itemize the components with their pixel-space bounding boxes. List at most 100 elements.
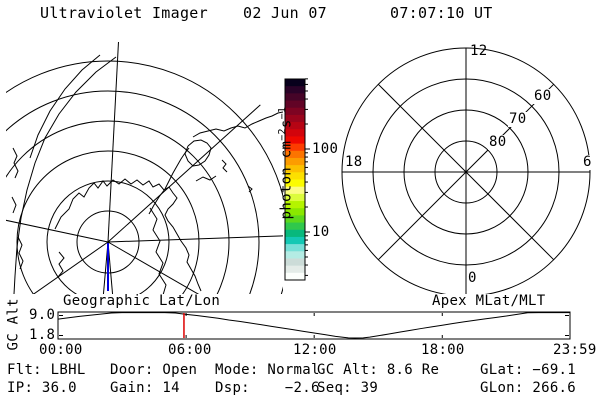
apex-mlt-12: 12: [470, 43, 488, 59]
colorbar-segment: [285, 229, 305, 238]
footer-dsp: Dsp: −2.6: [215, 380, 320, 396]
meridian-line: [107, 104, 261, 243]
geo-map: [6, 42, 283, 294]
coastline: [192, 111, 283, 138]
geo-panel-label: Geographic Lat/Lon: [62, 293, 222, 309]
xtick-0000: 00:00: [39, 342, 83, 358]
coastline: [54, 178, 202, 292]
mlt-spoke: [465, 171, 555, 261]
colorbar: [284, 78, 310, 281]
apex-ring-60: 60: [533, 88, 553, 104]
apex-panel-label: Apex MLat/MLT: [431, 293, 547, 309]
limb-arc: [29, 54, 101, 159]
apex-mlt-18: 18: [344, 154, 364, 170]
colorbar-segment: [285, 157, 305, 166]
lat-circle: [6, 60, 283, 294]
colorbar-segment: [285, 129, 305, 137]
meridian-line: [32, 241, 109, 294]
colorbar-segment: [285, 258, 305, 267]
meridian-line: [102, 241, 109, 294]
colorbar-segment: [285, 201, 305, 209]
coastline: [184, 139, 212, 167]
colorbar-border: [284, 78, 306, 281]
gcalt-ytick-1-8: 1.8: [29, 327, 56, 343]
mlt-spoke: [377, 83, 467, 173]
footer-ip: IP: 36.0: [7, 380, 77, 396]
coastline: [17, 236, 24, 270]
limb-arc: [13, 56, 117, 294]
colorbar-axis-label: photon cm−2s−1: [265, 101, 295, 261]
colorbar-segment: [285, 143, 305, 152]
colorbar-label-exp1: −2: [276, 128, 288, 141]
colorbar-segment: [285, 215, 305, 224]
colorbar-tick-100: 100: [312, 141, 339, 157]
xtick-0600: 06:00: [168, 342, 212, 358]
footer-gain: Gain: 14: [110, 380, 180, 396]
mlt-spoke: [377, 171, 467, 261]
colorbar-segment: [285, 122, 305, 130]
footer-glon: GLon: 266.6: [480, 380, 577, 396]
apex-ring-80: 80: [488, 134, 508, 150]
colorbar-segment: [285, 136, 305, 145]
coastline: [221, 159, 228, 173]
colorbar-segment: [285, 272, 305, 281]
meridian-line: [107, 235, 283, 243]
colorbar-segment: [285, 93, 305, 102]
xtick-1200: 12:00: [293, 342, 337, 358]
coastline: [148, 147, 190, 215]
colorbar-segment: [285, 150, 305, 159]
meridian-line: [6, 219, 109, 243]
colorbar-segment: [285, 179, 305, 188]
apex-mlt-0: 0: [468, 270, 477, 286]
footer-mode: Mode: Normal: [215, 362, 320, 378]
gcalt-axis-label: GC Alt: [5, 298, 22, 351]
meridian-line: [107, 241, 200, 294]
date-label: 02 Jun 07: [243, 4, 327, 22]
apex-ring-70: 70: [508, 111, 528, 127]
colorbar-segment: [285, 100, 305, 109]
colorbar-segment: [285, 265, 305, 274]
meridian-line: [107, 241, 114, 294]
gc-alt-chart: [57, 311, 571, 340]
colorbar-segment: [285, 79, 305, 87]
colorbar-label-exp2: −1: [276, 106, 288, 120]
coastline: [12, 147, 19, 179]
colorbar-segment: [285, 193, 305, 202]
meridian-line: [107, 42, 119, 243]
xtick-2359: 23:59: [553, 342, 597, 358]
xtick-1800: 18:00: [421, 342, 465, 358]
colorbar-segment: [285, 107, 305, 116]
coastline: [149, 207, 167, 294]
colorbar-segment: [285, 86, 305, 94]
colorbar-segment: [285, 186, 305, 195]
lat-circle: [46, 180, 170, 294]
footer-seq: Seq: 39: [317, 380, 379, 396]
gcalt-ytick-9: 9.0: [29, 307, 56, 323]
altitude-curve: [58, 312, 570, 339]
page-title: Ultraviolet Imager: [40, 4, 208, 22]
coastline: [247, 185, 253, 193]
apex-mlt-6: 6: [582, 154, 593, 170]
colorbar-segment: [285, 251, 305, 259]
footer-door: Door: Open: [110, 362, 198, 378]
coastline: [195, 175, 217, 182]
colorbar-segment: [285, 222, 305, 231]
colorbar-segment: [285, 208, 305, 216]
lat-circle: [6, 90, 260, 294]
colorbar-segment: [285, 236, 305, 245]
footer-flt: Flt: LBHL: [7, 362, 86, 378]
lat-circle: [16, 150, 200, 294]
colorbar-tick-10: 10: [312, 224, 330, 240]
footer-glat: GLat: −69.1: [480, 362, 577, 378]
lat-circle: [6, 120, 230, 294]
colorbar-label-mid: s: [278, 119, 295, 129]
footer-gcalt: GC Alt: 8.6 Re: [317, 362, 440, 378]
coastline: [57, 251, 65, 278]
colorbar-segment: [285, 165, 305, 173]
coastline: [11, 196, 17, 214]
colorbar-segment: [285, 244, 305, 252]
gc-alt-frame: [57, 311, 571, 340]
colorbar-segment: [285, 172, 305, 180]
apex-grid: [341, 47, 591, 297]
